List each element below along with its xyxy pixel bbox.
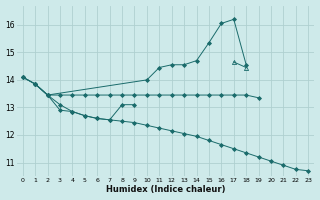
X-axis label: Humidex (Indice chaleur): Humidex (Indice chaleur): [106, 185, 225, 194]
